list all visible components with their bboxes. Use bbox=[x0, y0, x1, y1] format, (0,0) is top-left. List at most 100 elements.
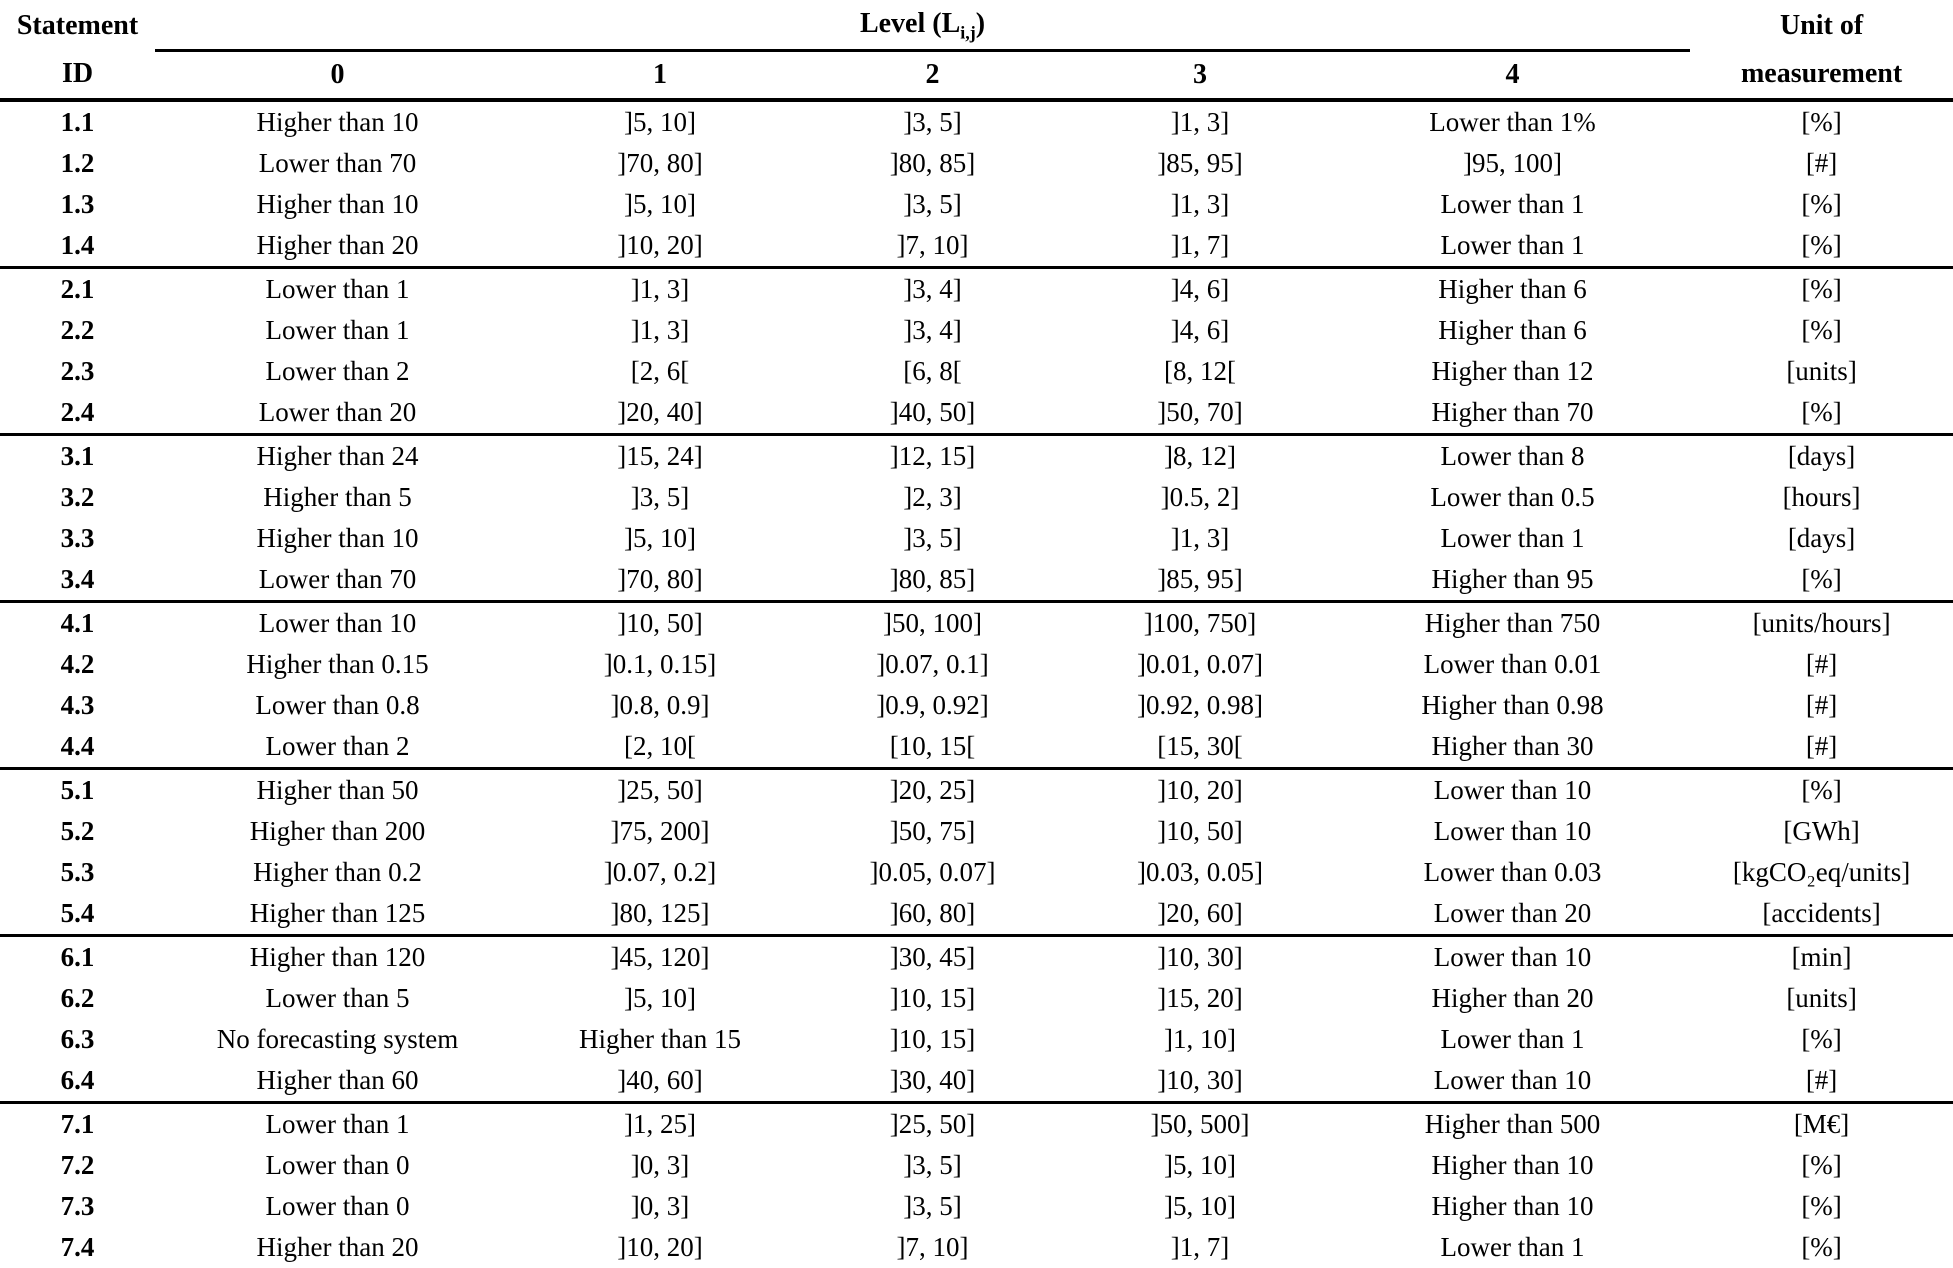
level-cell: Lower than 70 bbox=[155, 559, 520, 602]
table-row: 5.2 Higher than 200 ]75, 200] ]50, 75] ]… bbox=[0, 811, 1953, 852]
level-cell: Higher than 20 bbox=[1335, 978, 1690, 1019]
level-cell: ]8, 12] bbox=[1065, 435, 1335, 478]
unit-cell: [M€] bbox=[1690, 1103, 1953, 1146]
statement-id: 4.3 bbox=[0, 685, 155, 726]
level-cell: ]10, 20] bbox=[1065, 769, 1335, 812]
table-row: 7.4 Higher than 20 ]10, 20] ]7, 10] ]1, … bbox=[0, 1227, 1953, 1268]
header-row-bottom: ID 0 1 2 3 4 measurement bbox=[0, 51, 1953, 101]
table-row: 3.2 Higher than 5 ]3, 5] ]2, 3] ]0.5, 2]… bbox=[0, 477, 1953, 518]
level-cell: Higher than 0.2 bbox=[155, 852, 520, 893]
level-cell: ]20, 40] bbox=[520, 392, 800, 435]
level-cell: ]3, 5] bbox=[800, 1186, 1065, 1227]
level-cell: ]10, 20] bbox=[520, 225, 800, 268]
level-cell: ]10, 15] bbox=[800, 978, 1065, 1019]
unit-cell: [GWh] bbox=[1690, 811, 1953, 852]
statement-group: 5.1 Higher than 50 ]25, 50] ]20, 25] ]10… bbox=[0, 769, 1953, 936]
statement-group: 3.1 Higher than 24 ]15, 24] ]12, 15] ]8,… bbox=[0, 435, 1953, 602]
level-header-subscript: i,j bbox=[960, 22, 976, 42]
statement-id: 1.4 bbox=[0, 225, 155, 268]
level-cell: Lower than 1 bbox=[155, 310, 520, 351]
table-row: 2.3 Lower than 2 [2, 6[ [6, 8[ [8, 12[ H… bbox=[0, 351, 1953, 392]
unit-cell: [%] bbox=[1690, 310, 1953, 351]
level-cell: Lower than 1 bbox=[155, 268, 520, 311]
level-cell: ]1, 3] bbox=[520, 268, 800, 311]
unit-header-bottom: measurement bbox=[1690, 51, 1953, 101]
level-cell: ]5, 10] bbox=[520, 184, 800, 225]
table-row: 1.2 Lower than 70 ]70, 80] ]80, 85] ]85,… bbox=[0, 143, 1953, 184]
statement-id: 4.4 bbox=[0, 726, 155, 769]
level-column-header: 1 bbox=[520, 51, 800, 101]
unit-cell: [units/hours] bbox=[1690, 602, 1953, 645]
level-cell: Higher than 10 bbox=[1335, 1186, 1690, 1227]
statement-id: 2.2 bbox=[0, 310, 155, 351]
statement-id: 2.3 bbox=[0, 351, 155, 392]
table-row: 6.1 Higher than 120 ]45, 120] ]30, 45] ]… bbox=[0, 936, 1953, 979]
table-row: 1.3 Higher than 10 ]5, 10] ]3, 5] ]1, 3]… bbox=[0, 184, 1953, 225]
level-cell: ]10, 50] bbox=[520, 602, 800, 645]
level-cell: ]5, 10] bbox=[1065, 1145, 1335, 1186]
level-cell: ]3, 4] bbox=[800, 310, 1065, 351]
level-cell: Higher than 6 bbox=[1335, 268, 1690, 311]
table-row: 6.2 Lower than 5 ]5, 10] ]10, 15] ]15, 2… bbox=[0, 978, 1953, 1019]
table-row: 3.3 Higher than 10 ]5, 10] ]3, 5] ]1, 3]… bbox=[0, 518, 1953, 559]
level-cell: Lower than 1 bbox=[1335, 1227, 1690, 1268]
level-cell: Higher than 95 bbox=[1335, 559, 1690, 602]
level-cell: Lower than 10 bbox=[1335, 769, 1690, 812]
unit-cell: [%] bbox=[1690, 184, 1953, 225]
level-cell: ]10, 30] bbox=[1065, 936, 1335, 979]
statement-id: 4.1 bbox=[0, 602, 155, 645]
level-cell: [8, 12[ bbox=[1065, 351, 1335, 392]
level-cell: ]5, 10] bbox=[520, 518, 800, 559]
table-row: 6.4 Higher than 60 ]40, 60] ]30, 40] ]10… bbox=[0, 1060, 1953, 1103]
unit-cell: [#] bbox=[1690, 143, 1953, 184]
table-row: 2.2 Lower than 1 ]1, 3] ]3, 4] ]4, 6] Hi… bbox=[0, 310, 1953, 351]
level-column-header: 2 bbox=[800, 51, 1065, 101]
unit-cell: [#] bbox=[1690, 644, 1953, 685]
level-cell: ]1, 10] bbox=[1065, 1019, 1335, 1060]
level-cell: Lower than 1% bbox=[1335, 100, 1690, 143]
level-cell: ]25, 50] bbox=[520, 769, 800, 812]
statement-id: 6.3 bbox=[0, 1019, 155, 1060]
level-cell: Lower than 5 bbox=[155, 978, 520, 1019]
unit-cell: [%] bbox=[1690, 1019, 1953, 1060]
level-cell: ]10, 50] bbox=[1065, 811, 1335, 852]
statement-id: 6.1 bbox=[0, 936, 155, 979]
level-cell: ]80, 85] bbox=[800, 559, 1065, 602]
unit-cell: [accidents] bbox=[1690, 893, 1953, 936]
table-row: 1.1 Higher than 10 ]5, 10] ]3, 5] ]1, 3]… bbox=[0, 100, 1953, 143]
level-cell: ]5, 10] bbox=[520, 978, 800, 1019]
level-cell: ]20, 60] bbox=[1065, 893, 1335, 936]
table-row: 4.3 Lower than 0.8 ]0.8, 0.9] ]0.9, 0.92… bbox=[0, 685, 1953, 726]
table-row: 7.2 Lower than 0 ]0, 3] ]3, 5] ]5, 10] H… bbox=[0, 1145, 1953, 1186]
unit-cell: [days] bbox=[1690, 435, 1953, 478]
statement-id: 5.4 bbox=[0, 893, 155, 936]
level-cell: Lower than 10 bbox=[1335, 936, 1690, 979]
level-column-header: 4 bbox=[1335, 51, 1690, 101]
level-cell: ]10, 20] bbox=[520, 1227, 800, 1268]
level-cell: Lower than 1 bbox=[1335, 225, 1690, 268]
level-cell: Lower than 1 bbox=[155, 1103, 520, 1146]
level-cell: ]1, 7] bbox=[1065, 225, 1335, 268]
table-row: 5.3 Higher than 0.2 ]0.07, 0.2] ]0.05, 0… bbox=[0, 852, 1953, 893]
table-header: Statement Level (Li,j) Unit of ID 0 1 2 … bbox=[0, 2, 1953, 100]
unit-cell: [#] bbox=[1690, 685, 1953, 726]
table-row: 3.1 Higher than 24 ]15, 24] ]12, 15] ]8,… bbox=[0, 435, 1953, 478]
level-cell: ]85, 95] bbox=[1065, 143, 1335, 184]
level-cell: Higher than 30 bbox=[1335, 726, 1690, 769]
unit-header-top: Unit of bbox=[1690, 2, 1953, 51]
statement-id: 3.3 bbox=[0, 518, 155, 559]
level-cell: Higher than 6 bbox=[1335, 310, 1690, 351]
table-row: 3.4 Lower than 70 ]70, 80] ]80, 85] ]85,… bbox=[0, 559, 1953, 602]
statement-header-top: Statement bbox=[0, 2, 155, 51]
level-cell: ]4, 6] bbox=[1065, 310, 1335, 351]
table-row: 4.1 Lower than 10 ]10, 50] ]50, 100] ]10… bbox=[0, 602, 1953, 645]
level-header-prefix: Level (L bbox=[860, 8, 960, 39]
level-cell: ]7, 10] bbox=[800, 1227, 1065, 1268]
level-cell: ]1, 3] bbox=[1065, 184, 1335, 225]
statement-id: 5.1 bbox=[0, 769, 155, 812]
level-cell: Higher than 70 bbox=[1335, 392, 1690, 435]
statement-id: 7.2 bbox=[0, 1145, 155, 1186]
level-cell: ]0.92, 0.98] bbox=[1065, 685, 1335, 726]
level-cell: Higher than 10 bbox=[155, 184, 520, 225]
statement-id: 7.3 bbox=[0, 1186, 155, 1227]
